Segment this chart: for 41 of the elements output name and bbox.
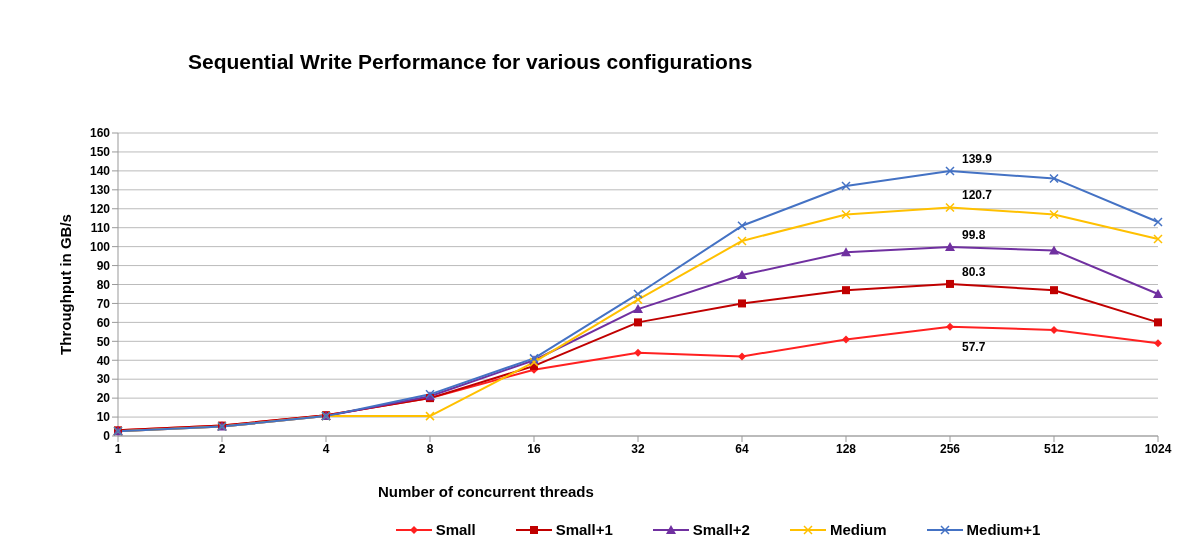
legend-label: Medium xyxy=(829,521,887,538)
y-tick-label: 0 xyxy=(103,429,111,444)
y-tick-label: 100 xyxy=(89,239,111,254)
x-tick-label: 256 xyxy=(939,441,961,456)
y-axis-title: Throughput in GB/s xyxy=(57,214,75,355)
x-tick-label: 4 xyxy=(322,441,330,456)
x-tick-label: 1 xyxy=(114,441,122,456)
y-tick-label: 10 xyxy=(96,410,111,425)
x-tick-label: 32 xyxy=(631,441,645,456)
x-tick-label: 1024 xyxy=(1144,441,1172,456)
x-tick-label: 64 xyxy=(735,441,749,456)
y-tick-label: 40 xyxy=(96,353,111,368)
x-tick-label: 2 xyxy=(218,441,226,456)
data-label: 120.7 xyxy=(962,188,993,203)
y-tick-label: 110 xyxy=(90,220,111,235)
y-tick-label: 130 xyxy=(89,183,111,198)
y-tick-label: 160 xyxy=(89,126,111,141)
x-tick-label: 128 xyxy=(835,441,857,456)
y-tick-label: 60 xyxy=(96,315,111,330)
y-tick-label: 150 xyxy=(89,145,111,160)
x-tick-label: 16 xyxy=(527,441,541,456)
x-tick-label: 512 xyxy=(1043,441,1065,456)
x-tick-label: 8 xyxy=(426,441,434,456)
legend-label: Small+2 xyxy=(692,521,750,538)
data-label: 80.3 xyxy=(962,264,986,279)
legend-label: Medium+1 xyxy=(966,521,1041,538)
y-tick-label: 140 xyxy=(89,164,111,179)
y-tick-label: 50 xyxy=(96,334,111,349)
y-tick-label: 90 xyxy=(96,258,111,273)
y-tick-label: 30 xyxy=(96,372,111,387)
y-tick-label: 70 xyxy=(96,296,111,311)
y-tick-label: 120 xyxy=(89,202,111,217)
data-label: 57.7 xyxy=(962,339,986,354)
data-label: 139.9 xyxy=(962,152,993,167)
data-label: 99.8 xyxy=(962,228,986,242)
legend-label: Small+1 xyxy=(555,521,613,538)
legend-label: Small xyxy=(435,521,476,538)
x-axis-title: Number of concurrent threads xyxy=(378,483,594,500)
chart-title: Sequential Write Performance for various configurations xyxy=(188,50,753,74)
y-tick-label: 80 xyxy=(96,277,111,292)
y-tick-label: 20 xyxy=(96,391,111,406)
